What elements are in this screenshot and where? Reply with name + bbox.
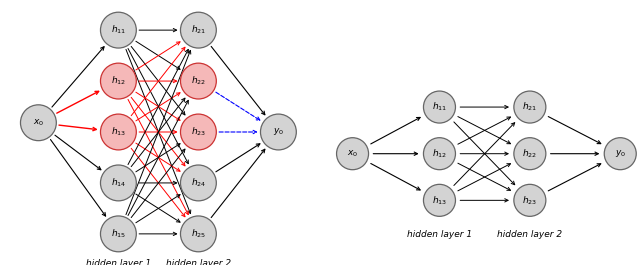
Text: hidden layer 2: hidden layer 2 — [497, 230, 563, 239]
Text: $h_{13}$: $h_{13}$ — [432, 194, 447, 207]
Ellipse shape — [424, 184, 456, 216]
Ellipse shape — [424, 91, 456, 123]
Text: hidden layer 1: hidden layer 1 — [86, 259, 151, 265]
Ellipse shape — [100, 63, 136, 99]
Text: $h_{11}$: $h_{11}$ — [432, 101, 447, 113]
Text: $h_{21}$: $h_{21}$ — [191, 24, 206, 36]
Text: $h_{13}$: $h_{13}$ — [111, 126, 126, 138]
Ellipse shape — [337, 138, 369, 170]
Text: $x_0$: $x_0$ — [347, 148, 358, 159]
Text: $h_{23}$: $h_{23}$ — [522, 194, 538, 207]
Ellipse shape — [180, 12, 216, 48]
Ellipse shape — [180, 216, 216, 252]
Ellipse shape — [514, 138, 546, 170]
Text: $h_{22}$: $h_{22}$ — [522, 147, 538, 160]
Text: $h_{23}$: $h_{23}$ — [191, 126, 206, 138]
Text: hidden layer 1: hidden layer 1 — [407, 230, 472, 239]
Ellipse shape — [100, 12, 136, 48]
Ellipse shape — [20, 105, 56, 141]
Ellipse shape — [180, 63, 216, 99]
Text: $h_{24}$: $h_{24}$ — [191, 177, 206, 189]
Text: $h_{22}$: $h_{22}$ — [191, 75, 206, 87]
Text: $h_{14}$: $h_{14}$ — [111, 177, 126, 189]
Ellipse shape — [180, 114, 216, 150]
Text: $h_{15}$: $h_{15}$ — [111, 228, 126, 240]
Ellipse shape — [514, 184, 546, 216]
Ellipse shape — [424, 138, 456, 170]
Ellipse shape — [100, 165, 136, 201]
Text: $h_{11}$: $h_{11}$ — [111, 24, 126, 36]
Text: $h_{21}$: $h_{21}$ — [522, 101, 538, 113]
Ellipse shape — [514, 91, 546, 123]
Text: $y_0$: $y_0$ — [273, 126, 284, 138]
Text: $x_0$: $x_0$ — [33, 117, 44, 128]
Ellipse shape — [180, 165, 216, 201]
Text: $h_{25}$: $h_{25}$ — [191, 228, 206, 240]
Text: hidden layer 2: hidden layer 2 — [166, 259, 231, 265]
Ellipse shape — [100, 114, 136, 150]
Ellipse shape — [260, 114, 296, 150]
Ellipse shape — [100, 216, 136, 252]
Text: $h_{12}$: $h_{12}$ — [111, 75, 126, 87]
Ellipse shape — [604, 138, 636, 170]
Text: $y_0$: $y_0$ — [614, 148, 626, 159]
Text: $h_{12}$: $h_{12}$ — [432, 147, 447, 160]
